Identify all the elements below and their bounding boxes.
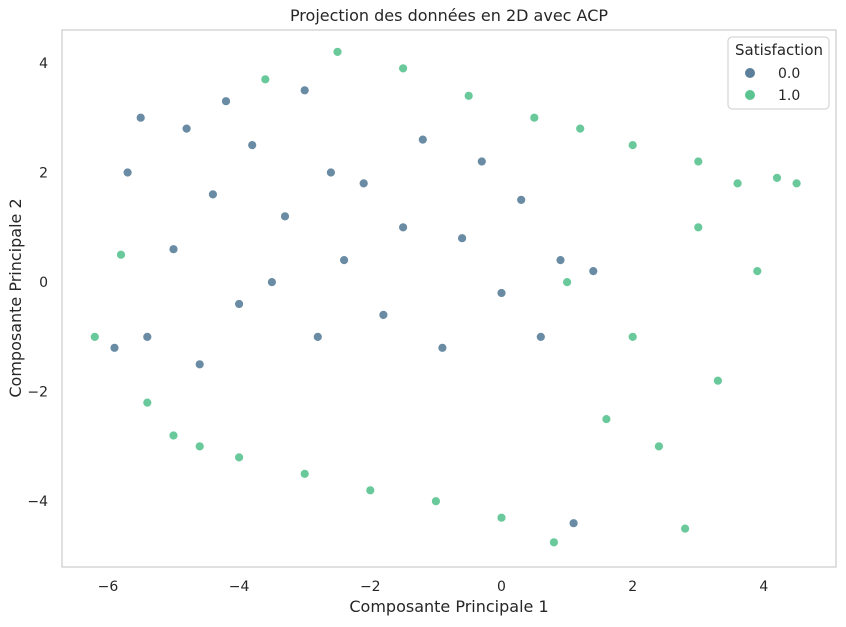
data-point [234,452,244,463]
data-point [791,178,802,189]
data-point [359,178,369,189]
y-axis-label: Composante Principale 2 [6,198,25,397]
data-point [398,222,408,233]
data-point [332,47,343,57]
x-axis-label: Composante Principale 1 [349,597,548,616]
data-point [168,244,179,254]
y-tick-label: −4 [27,494,48,510]
x-tick-label: −6 [98,579,119,595]
legend-label-0: 0.0 [778,66,800,82]
y-tick-label: −2 [27,385,48,401]
plot-frame [61,29,837,568]
data-point [136,112,146,123]
data-point [195,359,205,369]
data-point [208,189,218,200]
ticks-layer: −6 −4 −2 0 2 4 −4 −2 0 2 4 [27,56,768,595]
y-tick-label: 2 [39,165,48,181]
data-point [142,397,153,408]
data-point [464,91,474,101]
data-point [168,430,179,441]
data-point [477,156,487,167]
data-point [555,255,566,265]
data-point [221,96,231,106]
data-point [142,332,153,342]
data-point [195,441,205,452]
data-point [431,496,441,506]
data-point [300,469,310,479]
data-point [713,376,723,386]
data-point [181,123,192,134]
data-point [549,537,559,547]
data-point [588,266,598,276]
data-point [90,332,100,342]
data-point [300,85,310,96]
data-point [109,343,120,353]
data-point [267,277,277,287]
x-tick-label: 2 [628,579,637,595]
data-point [247,140,257,150]
legend: Satisfaction 0.0 1.0 [727,36,830,110]
data-point [398,63,408,74]
data-point [536,332,546,342]
chart-title: Projection des données en 2D avec ACP [290,6,608,25]
data-point [680,523,690,534]
data-point [378,310,389,320]
data-point [654,441,664,452]
data-point [516,195,526,205]
data-point [457,233,467,243]
data-point [529,112,539,123]
data-point [575,123,585,134]
data-point [562,277,572,287]
data-point [122,167,133,178]
data-point [693,222,703,233]
data-point [280,211,290,222]
series-0.0 [109,85,598,528]
y-tick-label: 0 [39,275,48,291]
data-point [732,178,743,189]
x-tick-label: 0 [497,579,506,595]
data-point [772,173,782,183]
data-point [365,485,375,495]
data-point [752,266,762,276]
points-layer [90,47,802,547]
legend-marker-1 [745,90,755,100]
data-point [437,343,448,353]
x-tick-label: −4 [229,579,250,595]
data-point [496,288,507,298]
data-point [693,156,703,167]
data-point [326,167,336,178]
legend-title: Satisfaction [735,41,823,59]
series-1.0 [90,47,802,547]
data-point [260,74,270,85]
data-point [313,332,323,342]
data-point [339,255,349,265]
x-tick-label: −2 [360,579,381,595]
data-point [418,134,428,145]
data-point [568,518,579,528]
legend-marker-0 [745,68,755,78]
legend-box [727,36,830,110]
data-point [496,512,507,523]
data-point [116,250,126,260]
legend-label-1: 1.0 [778,88,800,104]
x-tick-label: 4 [759,579,768,595]
data-point [627,140,638,150]
y-tick-label: 4 [39,56,48,72]
data-point [627,332,638,342]
data-point [234,299,244,309]
data-point [601,414,612,424]
